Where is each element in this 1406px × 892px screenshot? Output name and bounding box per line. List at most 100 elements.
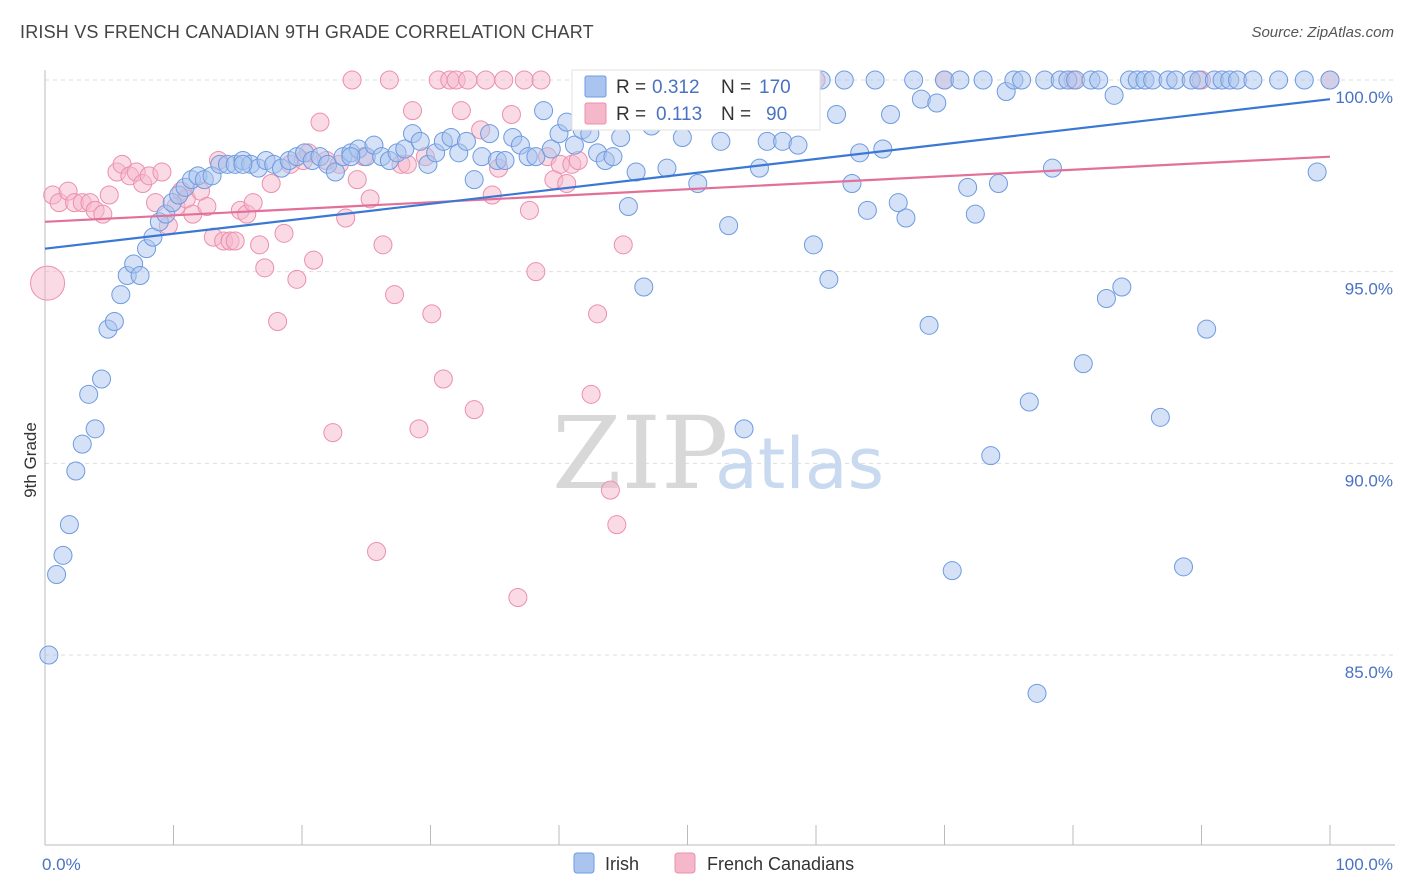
- stats-french-swatch: [584, 102, 607, 125]
- stats-irish-swatch: [584, 75, 607, 98]
- french-point: [261, 174, 281, 193]
- x-ticks: [44, 825, 1331, 845]
- irish-point: [1012, 70, 1032, 90]
- stats-irish-r-label: R =: [616, 77, 646, 98]
- irish-point: [896, 208, 916, 228]
- irish-point: [104, 312, 124, 331]
- french-points: [30, 70, 1340, 607]
- y-axis-label: 9th Grade: [21, 422, 40, 498]
- french-point: [433, 369, 453, 389]
- stats-french-n-label: N =: [721, 104, 751, 125]
- irish-point: [611, 128, 631, 147]
- irish-point: [657, 158, 677, 178]
- irish-point: [47, 565, 67, 584]
- irish-point: [842, 174, 862, 193]
- source-label: Source: ZipAtlas.com: [1251, 24, 1394, 41]
- french-point: [519, 200, 539, 220]
- irish-point: [85, 419, 105, 439]
- irish-point: [1243, 70, 1263, 90]
- french-point: [268, 312, 288, 331]
- irish-point: [904, 70, 924, 90]
- irish-point: [233, 154, 253, 174]
- irish-point: [395, 139, 415, 159]
- stats-french-n-value: 90: [766, 104, 787, 125]
- x-tick-label-min: 0.0%: [42, 855, 81, 874]
- irish-point: [827, 105, 847, 124]
- french-point: [494, 70, 514, 90]
- irish-point: [1019, 392, 1039, 412]
- legend-irish-label: Irish: [605, 854, 639, 874]
- french-point: [342, 70, 362, 90]
- french-point: [514, 70, 534, 90]
- watermark-zip: ZIP: [552, 395, 728, 512]
- french-point: [367, 542, 387, 561]
- irish-point: [711, 131, 731, 151]
- french-point: [464, 400, 484, 420]
- y-tick-labels: 85.0% 90.0% 95.0% 100.0%: [1335, 88, 1393, 682]
- irish-point: [1089, 70, 1109, 90]
- french-point: [451, 101, 471, 121]
- french-point: [304, 250, 324, 270]
- irish-point: [72, 434, 92, 454]
- irish-point: [59, 515, 79, 535]
- irish-point: [834, 70, 854, 90]
- stats-irish-r-value: 0.312: [652, 77, 700, 98]
- irish-point: [803, 235, 823, 255]
- irish-point: [881, 105, 901, 124]
- irish-point: [564, 135, 584, 155]
- french-point: [243, 193, 263, 213]
- legend: Irish French Canadians: [573, 852, 854, 874]
- irish-point: [1027, 683, 1047, 703]
- irish-point: [749, 158, 769, 178]
- irish-point: [325, 162, 345, 182]
- french-point: [323, 423, 343, 443]
- irish-point: [1197, 319, 1217, 339]
- french-point: [501, 105, 521, 124]
- irish-point: [130, 266, 150, 285]
- irish-point: [618, 197, 638, 216]
- french-point: [403, 101, 423, 121]
- irish-point: [526, 147, 546, 167]
- french-point: [197, 197, 217, 216]
- french-point: [531, 70, 551, 90]
- irish-point: [719, 216, 739, 236]
- y-tick-label: 95.0%: [1345, 280, 1393, 299]
- french-point: [581, 384, 601, 404]
- french-point: [225, 231, 245, 251]
- irish-point: [79, 384, 99, 404]
- french-point: [588, 304, 608, 324]
- irish-point: [857, 200, 877, 220]
- irish-point: [1073, 354, 1093, 374]
- french-point: [250, 235, 270, 255]
- irish-point: [1150, 407, 1170, 427]
- stats-box-bg: [571, 69, 821, 131]
- french-point: [600, 480, 620, 500]
- chart-title: IRISH VS FRENCH CANADIAN 9TH GRADE CORRE…: [20, 22, 594, 42]
- french-point: [360, 189, 380, 209]
- y-tick-label: 90.0%: [1345, 471, 1393, 490]
- irish-point: [53, 545, 73, 565]
- french-point: [310, 112, 330, 132]
- french-point: [274, 223, 294, 243]
- french-point: [379, 70, 399, 90]
- french-point: [30, 265, 66, 301]
- legend-irish-swatch: [573, 852, 595, 874]
- irish-point: [958, 177, 978, 197]
- irish-point: [410, 131, 430, 151]
- irish-point: [1307, 162, 1327, 182]
- irish-point: [965, 204, 985, 224]
- irish-point: [1112, 277, 1132, 297]
- irish-point: [973, 70, 993, 90]
- stats-irish-n-label: N =: [721, 77, 751, 98]
- irish-point: [603, 147, 623, 167]
- irish-point: [1294, 70, 1314, 90]
- french-point: [255, 258, 275, 278]
- french-point: [409, 419, 429, 439]
- irish-point: [92, 369, 112, 389]
- irish-point: [919, 315, 939, 335]
- french-trend-line: [44, 155, 1331, 223]
- y-tick-label: 85.0%: [1345, 663, 1393, 682]
- irish-point: [464, 170, 484, 190]
- french-point: [476, 70, 496, 90]
- irish-point: [865, 70, 885, 90]
